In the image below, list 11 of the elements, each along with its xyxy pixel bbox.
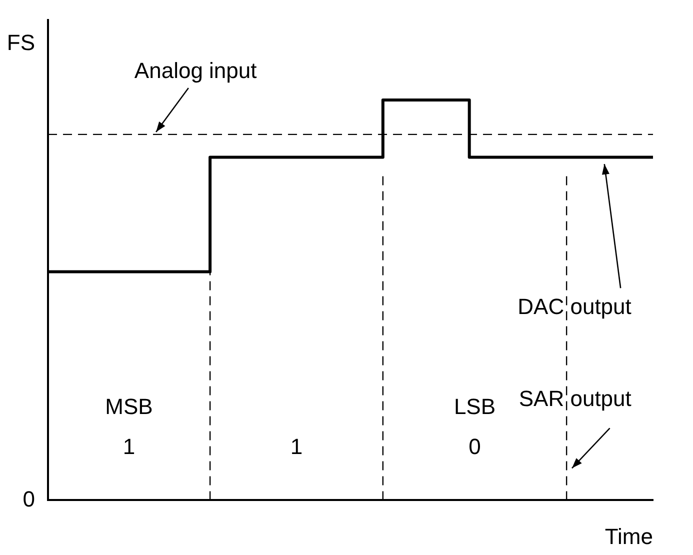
annotation: 0 (468, 434, 481, 460)
annotation: MSB (105, 394, 153, 420)
x-axis-title: Time (604, 524, 653, 549)
text: Analog input (134, 58, 257, 84)
annotation: SAR output (518, 386, 632, 412)
text: FS (6, 30, 36, 56)
text: DAC output (518, 294, 632, 320)
annotation: 1 (290, 434, 303, 460)
annotation: LSB (454, 394, 496, 420)
annotation: 1 (122, 434, 136, 460)
text: 0 (22, 486, 36, 512)
